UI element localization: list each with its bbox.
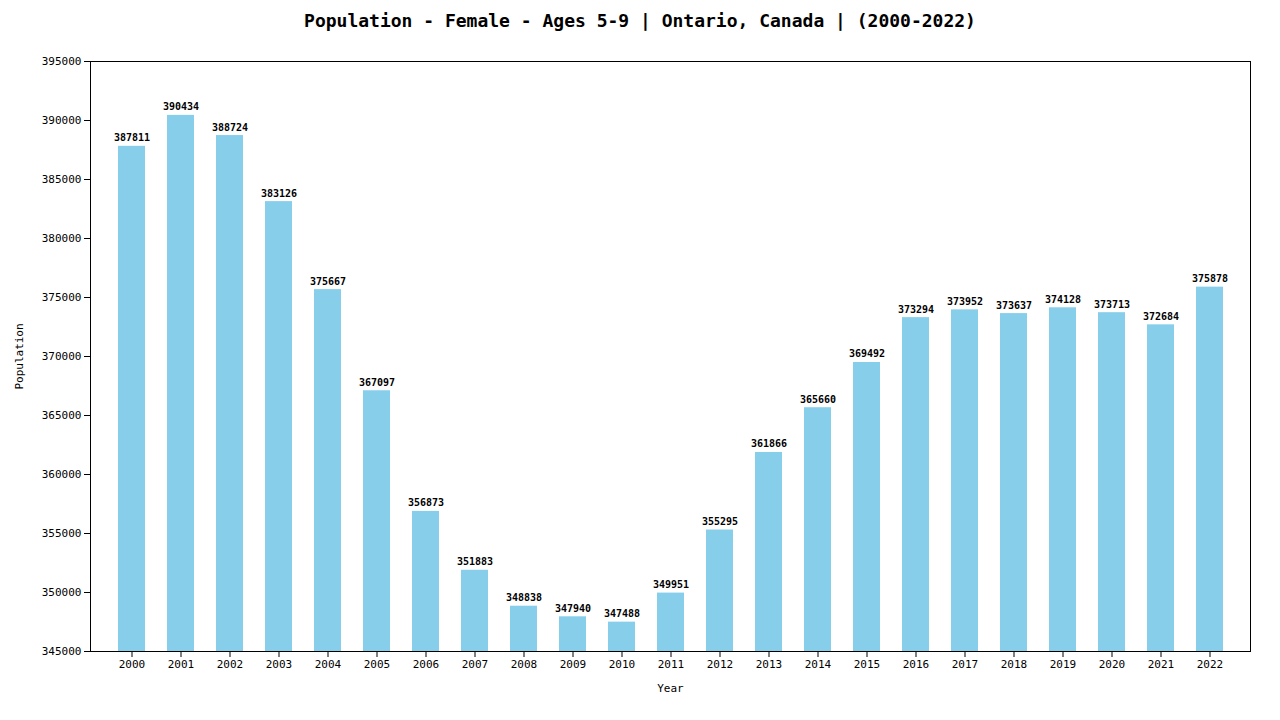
- svg-text:2006: 2006: [413, 658, 440, 671]
- svg-text:367097: 367097: [359, 377, 395, 388]
- svg-text:360000: 360000: [42, 468, 82, 481]
- svg-text:365660: 365660: [800, 394, 836, 405]
- svg-text:Year: Year: [657, 682, 684, 695]
- svg-text:365000: 365000: [42, 409, 82, 422]
- svg-text:374128: 374128: [1045, 294, 1081, 305]
- svg-text:355000: 355000: [42, 527, 82, 540]
- svg-text:Population: Population: [13, 323, 26, 389]
- svg-text:2014: 2014: [805, 658, 832, 671]
- svg-text:347940: 347940: [555, 603, 591, 614]
- svg-text:2001: 2001: [168, 658, 195, 671]
- svg-text:2018: 2018: [1001, 658, 1028, 671]
- svg-text:370000: 370000: [42, 350, 82, 363]
- svg-text:2008: 2008: [511, 658, 538, 671]
- svg-text:375878: 375878: [1192, 273, 1228, 284]
- svg-text:372684: 372684: [1143, 311, 1179, 322]
- svg-text:2013: 2013: [756, 658, 783, 671]
- svg-text:2000: 2000: [119, 658, 146, 671]
- svg-text:351883: 351883: [457, 556, 493, 567]
- svg-text:375667: 375667: [310, 276, 346, 287]
- svg-text:2005: 2005: [364, 658, 391, 671]
- svg-text:390434: 390434: [163, 101, 199, 112]
- svg-text:2016: 2016: [903, 658, 930, 671]
- svg-text:355295: 355295: [702, 516, 738, 527]
- svg-text:349951: 349951: [653, 579, 689, 590]
- svg-text:390000: 390000: [42, 114, 82, 127]
- svg-text:350000: 350000: [42, 586, 82, 599]
- svg-text:388724: 388724: [212, 122, 248, 133]
- svg-text:380000: 380000: [42, 232, 82, 245]
- svg-text:2019: 2019: [1050, 658, 1077, 671]
- svg-text:373713: 373713: [1094, 299, 1130, 310]
- html-text:Population - Female - Ages 5-9: Population - Female - Ages 5-9 | Ontario…: [304, 10, 976, 31]
- svg-text:2010: 2010: [609, 658, 636, 671]
- svg-text:2003: 2003: [266, 658, 293, 671]
- svg-text:369492: 369492: [849, 348, 885, 359]
- svg-text:347488: 347488: [604, 608, 640, 619]
- svg-text:2020: 2020: [1099, 658, 1126, 671]
- svg-text:2017: 2017: [952, 658, 979, 671]
- svg-text:2002: 2002: [217, 658, 244, 671]
- svg-text:395000: 395000: [42, 55, 82, 68]
- svg-text:2007: 2007: [462, 658, 489, 671]
- svg-text:356873: 356873: [408, 497, 444, 508]
- svg-text:2022: 2022: [1197, 658, 1224, 671]
- svg-text:387811: 387811: [114, 132, 150, 143]
- svg-text:348838: 348838: [506, 592, 542, 603]
- svg-text:373294: 373294: [898, 304, 934, 315]
- svg-text:2021: 2021: [1148, 658, 1175, 671]
- svg-text:2004: 2004: [315, 658, 342, 671]
- svg-text:373637: 373637: [996, 300, 1032, 311]
- svg-text:383126: 383126: [261, 188, 297, 199]
- svg-text:375000: 375000: [42, 291, 82, 304]
- svg-text:2015: 2015: [854, 658, 881, 671]
- svg-text:2012: 2012: [707, 658, 734, 671]
- svg-text:2009: 2009: [560, 658, 587, 671]
- svg-text:385000: 385000: [42, 173, 82, 186]
- svg-text:345000: 345000: [42, 645, 82, 658]
- svg-text:2011: 2011: [658, 658, 685, 671]
- svg-text:373952: 373952: [947, 296, 983, 307]
- svg-text:361866: 361866: [751, 438, 787, 449]
